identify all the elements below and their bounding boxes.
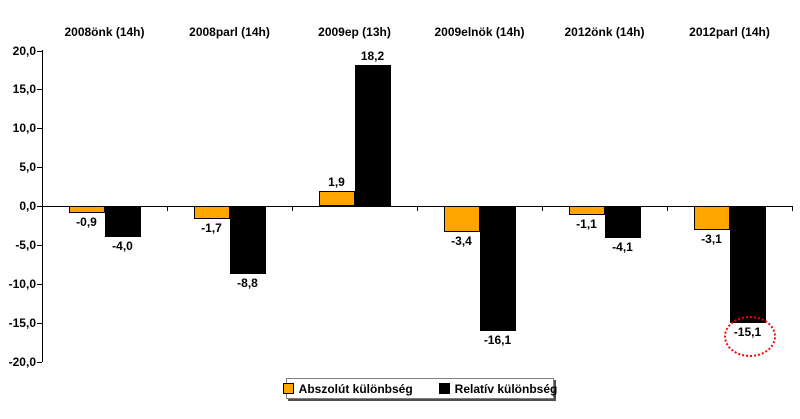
bar-absolute-difference xyxy=(693,206,730,231)
bar-absolute-difference xyxy=(193,206,230,220)
y-axis-tick-label: 5,0 xyxy=(19,160,36,174)
bar-value-label: -16,1 xyxy=(483,333,512,348)
bar-value-label: -4,1 xyxy=(612,239,633,254)
x-axis-zero-line xyxy=(42,206,793,207)
bar-relative-difference xyxy=(354,64,391,206)
legend-swatch-orange-icon xyxy=(282,383,294,394)
bar-value-label: -1,1 xyxy=(576,216,597,231)
bar-value-label: -3,4 xyxy=(451,234,472,249)
legend-label-absolute: Abszolút különbség xyxy=(298,381,413,396)
y-axis-tick xyxy=(37,167,42,168)
chart-legend: Abszolút különbség Relatív különbség xyxy=(282,378,557,399)
y-axis-tick xyxy=(37,245,42,246)
category-label: 2008parl (14h) xyxy=(189,25,270,39)
y-axis-tick-label: -20,0 xyxy=(8,355,36,369)
y-axis-tick xyxy=(37,362,42,363)
y-axis-tick-label: 20,0 xyxy=(12,44,36,58)
y-axis-tick xyxy=(37,323,42,324)
y-axis-tick xyxy=(37,284,42,285)
bar-absolute-difference xyxy=(568,206,605,215)
category-label: 2009ep (13h) xyxy=(318,25,391,39)
y-axis-tick-label: 0,0 xyxy=(19,199,36,213)
y-axis-tick xyxy=(37,89,42,90)
category-label: 2012önk (14h) xyxy=(564,25,645,39)
x-axis-tick xyxy=(417,207,418,211)
bar-value-label: -3,1 xyxy=(701,232,722,247)
y-axis-tick-label: -5,0 xyxy=(15,238,36,252)
bar-relative-difference xyxy=(604,206,641,238)
bar-value-label: -8,8 xyxy=(237,276,258,291)
y-axis-tick xyxy=(37,206,42,207)
bar-value-label: -4,0 xyxy=(112,239,133,254)
bar-relative-difference xyxy=(229,206,266,275)
x-axis-tick xyxy=(792,207,793,211)
bar-relative-difference xyxy=(729,206,766,324)
x-axis-tick xyxy=(42,207,43,211)
x-axis-tick xyxy=(542,207,543,211)
category-label: 2008önk (14h) xyxy=(64,25,145,39)
bar-absolute-difference xyxy=(443,206,480,233)
category-label: 2012parl (14h) xyxy=(689,25,770,39)
bar-value-label: 18,2 xyxy=(360,48,385,63)
y-axis-tick-label: -15,0 xyxy=(8,316,36,330)
legend-item-absolute: Abszolút különbség xyxy=(282,381,413,396)
legend-swatch-black-icon xyxy=(438,383,450,394)
bar-value-label: -0,9 xyxy=(76,215,97,229)
y-axis-tick-label: -10,0 xyxy=(8,277,36,291)
bar-value-label: -1,7 xyxy=(201,221,222,236)
bar-absolute-difference xyxy=(68,206,105,213)
y-axis-tick xyxy=(37,128,42,129)
y-axis-tick-label: 15,0 xyxy=(12,82,36,96)
y-axis-tick-label: 10,0 xyxy=(12,121,36,135)
x-axis-tick xyxy=(292,207,293,211)
legend-label-relative: Relatív különbség xyxy=(454,381,558,396)
annotation-ellipse-icon xyxy=(723,315,776,357)
bar-absolute-difference xyxy=(318,191,355,206)
x-axis-tick xyxy=(167,207,168,211)
x-axis-tick xyxy=(667,207,668,211)
bar-value-label: 1,9 xyxy=(328,175,345,190)
bar-relative-difference xyxy=(104,206,141,238)
y-axis-tick xyxy=(37,51,42,52)
bar-relative-difference xyxy=(479,206,516,332)
legend-item-relative: Relatív különbség xyxy=(438,381,558,396)
category-label: 2009elnök (14h) xyxy=(434,25,525,39)
